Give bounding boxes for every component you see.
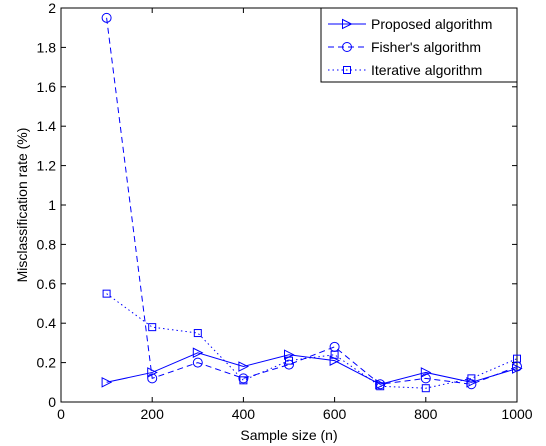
legend-item: Proposed algorithm <box>328 16 492 32</box>
data-point <box>285 356 293 365</box>
x-tick-label: 600 <box>323 406 347 422</box>
data-point <box>330 350 339 359</box>
data-point <box>101 376 113 388</box>
data-point <box>284 359 294 370</box>
series-lines <box>101 12 523 393</box>
y-tick-label: 1.2 <box>37 158 57 174</box>
x-tick-label: 400 <box>232 406 256 422</box>
y-tick-label: 1.4 <box>37 118 57 134</box>
data-point <box>513 354 521 363</box>
data-point <box>375 379 386 390</box>
data-point <box>421 384 430 393</box>
legend-item: Iterative algorithm <box>328 62 482 78</box>
x-tick-label: 0 <box>57 406 65 422</box>
legend-box <box>320 7 518 83</box>
x-tick-label: 200 <box>141 406 165 422</box>
legend-label: Iterative algorithm <box>371 62 482 78</box>
data-point <box>101 12 112 23</box>
data-point <box>192 347 204 359</box>
y-tick-label: 0.2 <box>37 355 57 371</box>
data-point <box>193 329 202 338</box>
legend-marker-swatch <box>343 66 351 74</box>
series-square <box>102 289 521 393</box>
series-line <box>106 17 518 385</box>
y-tick-label: 0.4 <box>37 315 57 331</box>
x-tick-label: 1000 <box>501 406 532 422</box>
legend-label: Fisher's algorithm <box>371 39 481 55</box>
data-point <box>147 367 158 378</box>
data-point <box>147 373 158 384</box>
axis-labels-group: Sample size (n) Misclassification rate (… <box>14 128 338 443</box>
legend-item: Fisher's algorithm <box>328 39 481 55</box>
data-point <box>376 382 385 391</box>
data-point <box>466 379 477 390</box>
y-tick-label: 2 <box>48 0 56 16</box>
y-tick-label: 0.8 <box>37 236 57 252</box>
series-line <box>106 352 518 385</box>
data-point <box>467 374 476 383</box>
legend-label: Proposed algorithm <box>371 16 492 32</box>
data-point <box>102 289 111 298</box>
data-point <box>239 376 248 385</box>
legend-marker-swatch <box>342 18 353 30</box>
data-point <box>238 373 249 384</box>
y-tick-label: 1.8 <box>37 39 57 55</box>
data-point <box>420 367 432 378</box>
y-axis-label: Misclassification rate (%) <box>14 128 30 283</box>
y-tick-label: 1.6 <box>37 79 57 95</box>
y-tick-label: 1 <box>48 197 56 213</box>
x-axis-label: Sample size (n) <box>240 427 337 443</box>
legend-marker-swatch <box>342 42 352 52</box>
data-point <box>420 373 431 384</box>
x-tick-label: 800 <box>414 406 438 422</box>
axis-ticks: 0 200 400 600 800 1000 0 0.2 0.4 0.6 0.8 1 1.2 1.4 1.6… <box>37 0 533 422</box>
series-circle <box>101 12 522 390</box>
y-tick-label: 0 <box>48 394 56 410</box>
series-line <box>106 293 518 389</box>
data-point <box>192 357 203 368</box>
data-point <box>238 361 250 372</box>
legend: Proposed algorithm Fisher's algorithm Iter… <box>320 7 518 83</box>
y-tick-label: 0.6 <box>37 276 57 292</box>
data-point <box>148 323 157 332</box>
